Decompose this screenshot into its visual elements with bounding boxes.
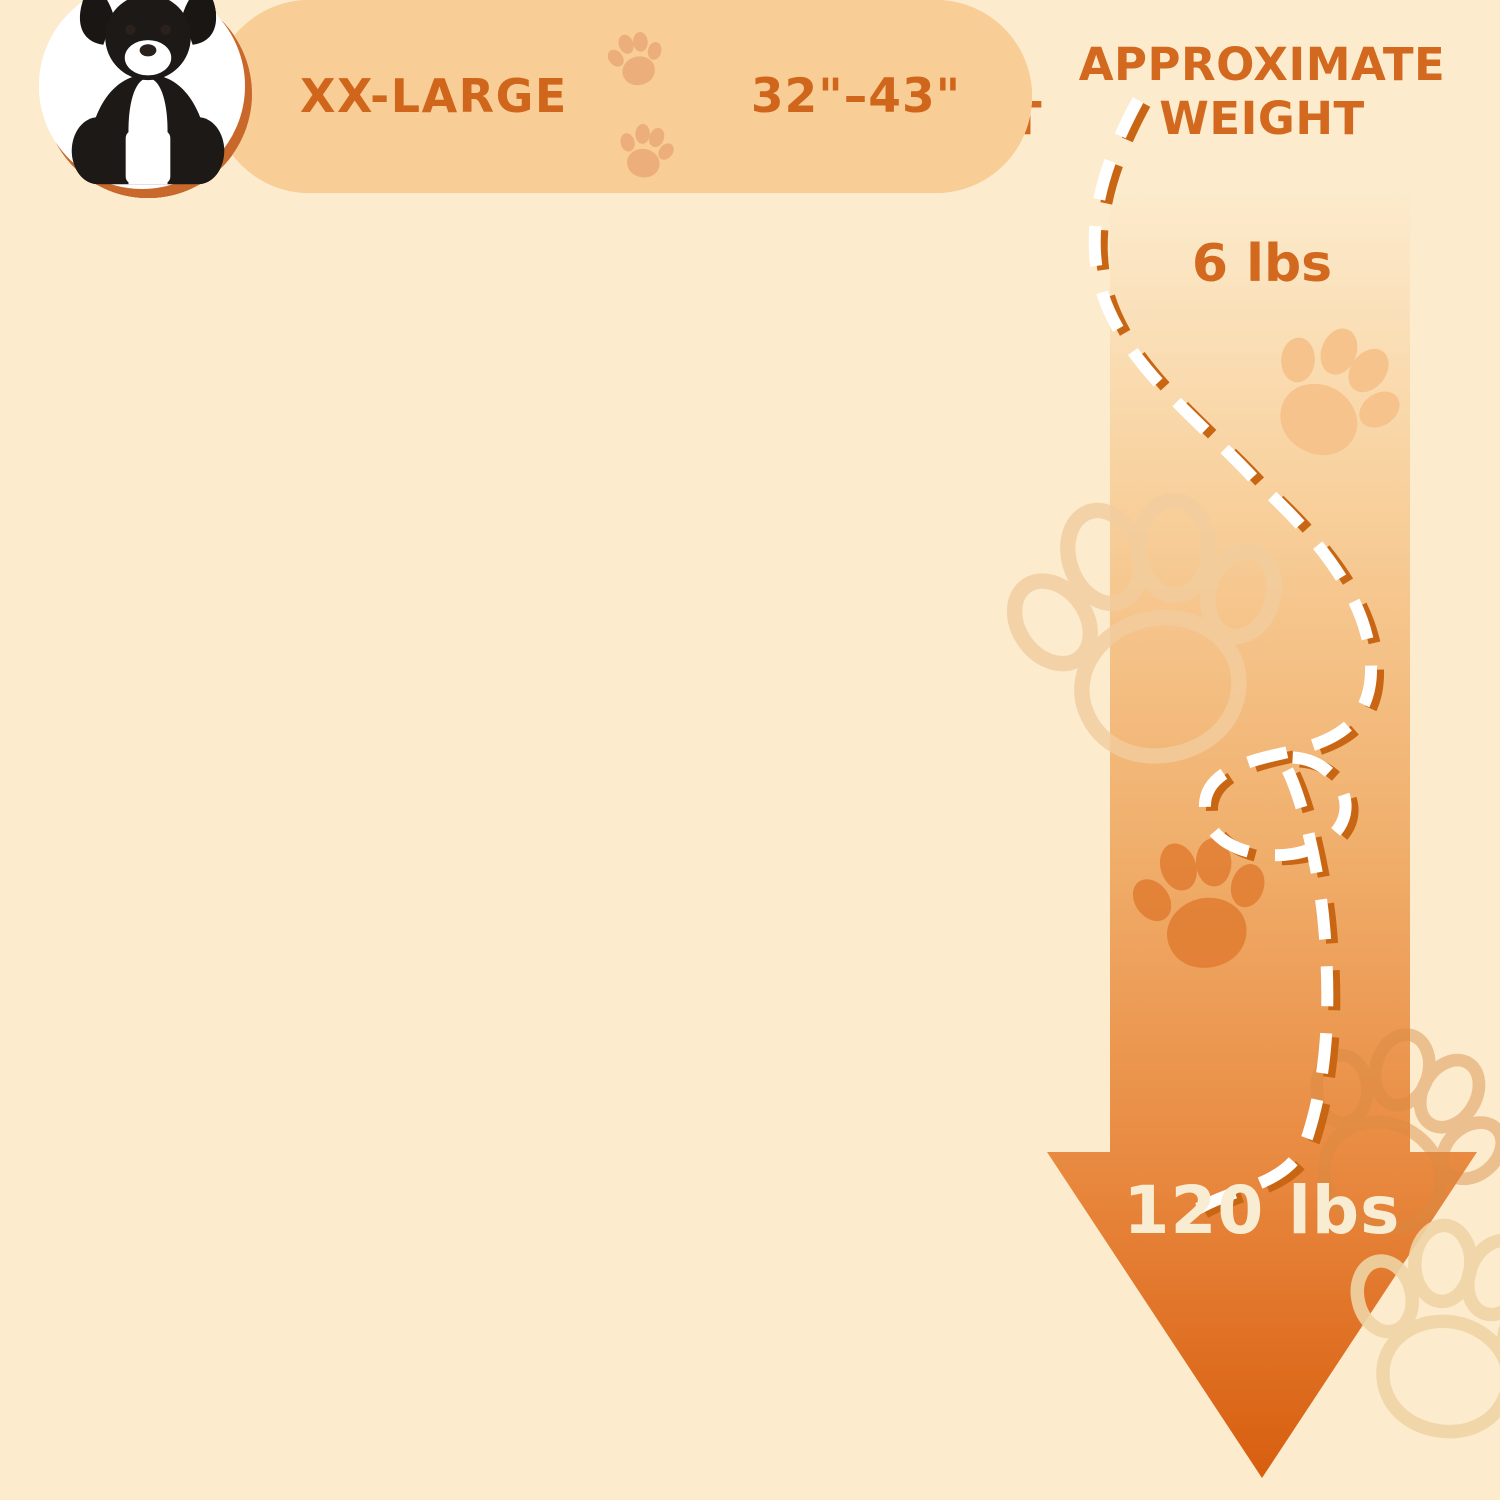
weight-max-label: 120 lbs <box>1123 1172 1401 1249</box>
paw-print-icon <box>612 119 681 183</box>
size-label: XX-LARGE <box>300 69 568 123</box>
paw-print-icon <box>1116 823 1287 982</box>
dog-image <box>55 0 241 188</box>
dog-illustration <box>71 0 225 185</box>
chest-measurement-value: 32"–43" <box>750 69 962 124</box>
row-pill-background <box>213 0 1032 193</box>
paw-print-outline-icon <box>977 454 1312 800</box>
table-row: XX-LARGE 32"–43" <box>0 0 1500 198</box>
weight-min-label: 6 lbs <box>1191 234 1333 294</box>
dog-photo-bernese-mountain-dog <box>39 0 252 198</box>
